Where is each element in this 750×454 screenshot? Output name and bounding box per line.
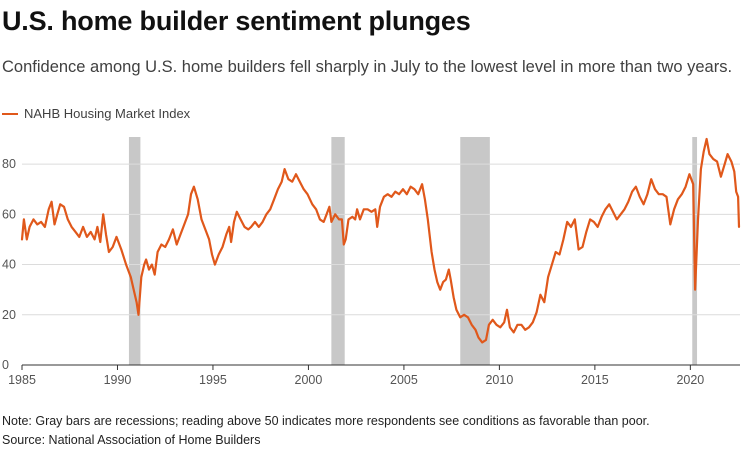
y-tick-label-60: 60 xyxy=(2,207,16,221)
y-tick-label-80: 80 xyxy=(2,157,16,171)
recession-bars xyxy=(128,137,698,365)
x-axis: 1985 1990 1995 2000 2005 2010 2015 2020 xyxy=(8,364,740,387)
legend-label: NAHB Housing Market Index xyxy=(24,106,191,121)
x-tick-label-2015: 2015 xyxy=(581,373,609,387)
x-tick-label-2020: 2020 xyxy=(676,373,704,387)
chart-legend: NAHB Housing Market Index xyxy=(2,106,190,121)
y-tick-label-20: 20 xyxy=(2,308,16,322)
recession-bar-0 xyxy=(128,137,141,365)
x-tick-label-2000: 2000 xyxy=(295,373,323,387)
x-tick-label-1985: 1985 xyxy=(8,373,36,387)
x-tick-label-2005: 2005 xyxy=(390,373,418,387)
legend-swatch xyxy=(2,112,18,115)
y-tick-label-40: 40 xyxy=(2,258,16,272)
series-line-0 xyxy=(20,137,741,344)
x-tick-label-2010: 2010 xyxy=(485,373,513,387)
recession-bar-1 xyxy=(331,137,345,365)
chart-note: Note: Gray bars are recessions; reading … xyxy=(2,414,650,428)
y-tick-label-0: 0 xyxy=(2,358,9,372)
y-axis-labels: 0 20 40 60 80 xyxy=(2,157,16,372)
line-chart: 1985 1990 1995 2000 2005 2010 2015 2020 0 20 40 60… xyxy=(2,137,741,387)
series-layer xyxy=(20,137,741,344)
x-tick-label-1995: 1995 xyxy=(199,373,227,387)
chart-source: Source: National Association of Home Bui… xyxy=(2,433,261,447)
x-tick-label-1990: 1990 xyxy=(104,373,132,387)
chart-title: U.S. home builder sentiment plunges xyxy=(2,6,471,36)
chart-subtitle: Confidence among U.S. home builders fell… xyxy=(2,58,733,76)
recession-bar-2 xyxy=(460,137,490,365)
